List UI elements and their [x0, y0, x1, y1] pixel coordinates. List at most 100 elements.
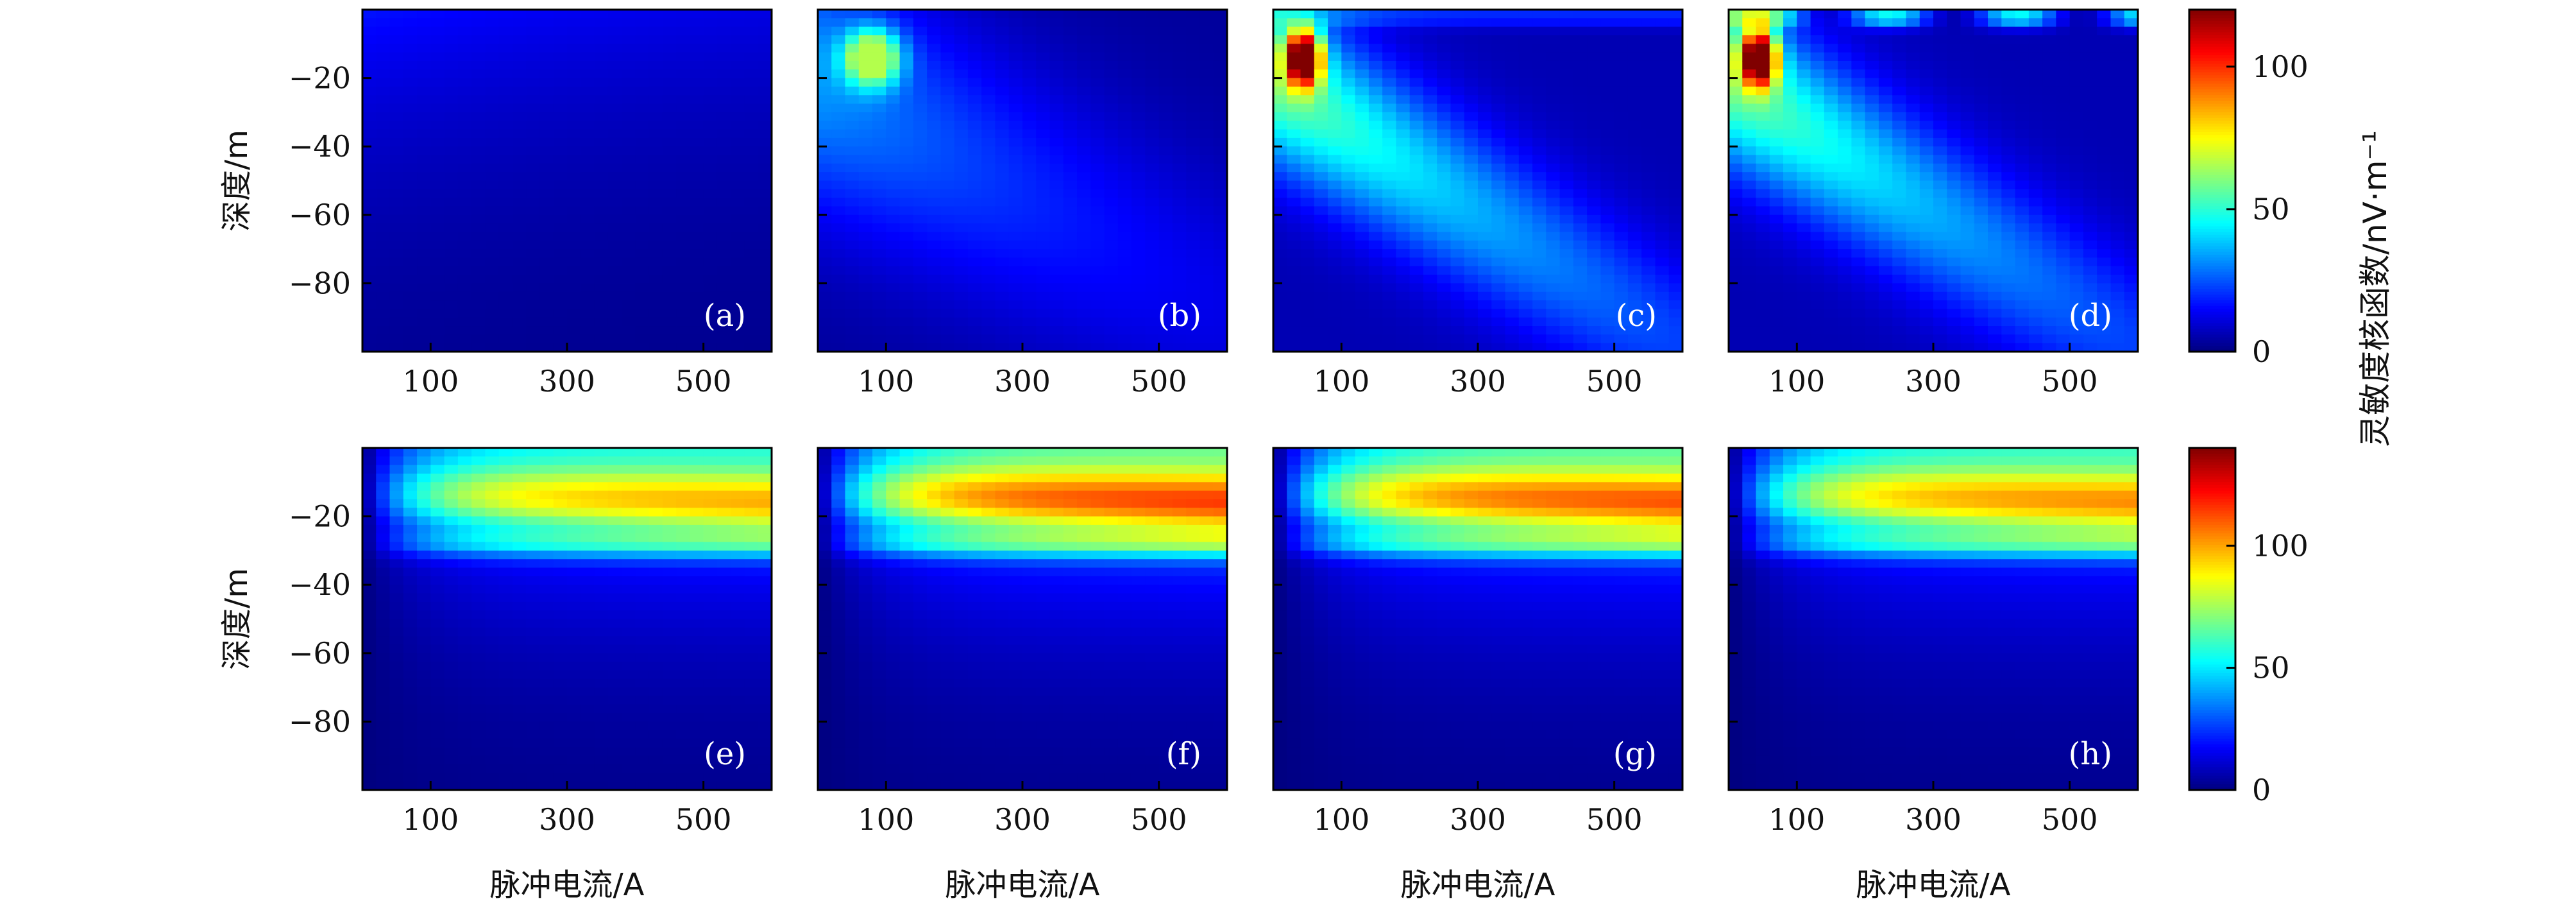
heatmap-cell	[1573, 112, 1588, 121]
heatmap-cell	[1546, 78, 1561, 87]
heatmap-cell	[1213, 249, 1228, 259]
heatmap-cell	[553, 95, 568, 105]
heatmap-cell	[1865, 95, 1879, 105]
heatmap-cell	[2124, 257, 2139, 267]
heatmap-cell	[858, 172, 873, 182]
heatmap-cell	[1355, 334, 1369, 344]
heatmap-cell	[927, 283, 941, 293]
heatmap-cell	[553, 223, 568, 233]
heatmap-cell	[954, 78, 969, 87]
heatmap-cell	[417, 448, 431, 457]
heatmap-cell	[1587, 223, 1601, 233]
heatmap-cell	[1587, 163, 1601, 173]
heatmap-cell	[858, 35, 873, 44]
heatmap-cell	[2015, 137, 2029, 147]
heatmap-cell	[927, 266, 941, 275]
heatmap-cell	[539, 103, 554, 113]
heatmap-cell	[1437, 309, 1452, 318]
heatmap-cell	[417, 559, 431, 569]
heatmap-cell	[954, 86, 969, 96]
heatmap-cell	[1783, 189, 1797, 198]
heatmap-cell	[1600, 95, 1615, 105]
heatmap-cell	[1851, 163, 1866, 173]
heatmap-cell	[1824, 180, 1838, 190]
heatmap-cell	[927, 44, 941, 53]
heatmap-cell	[1518, 257, 1533, 267]
heatmap-cell	[648, 129, 663, 139]
heatmap-cell	[1300, 121, 1315, 130]
heatmap-cell	[1587, 52, 1601, 62]
heatmap-cell	[1314, 206, 1328, 216]
heatmap-cell	[1131, 275, 1146, 284]
heatmap-cell	[1919, 155, 1934, 164]
heatmap-cell	[1131, 121, 1146, 130]
heatmap-cell	[1382, 69, 1396, 79]
heatmap-cell	[2028, 206, 2043, 216]
heatmap-cell	[498, 180, 513, 190]
heatmap-cell	[1049, 266, 1064, 275]
heatmap-cell	[1742, 206, 1757, 216]
heatmap-cell	[1824, 266, 1838, 275]
heatmap-cell	[471, 300, 486, 309]
heatmap-cell	[1063, 283, 1078, 293]
heatmap-cell	[362, 214, 377, 224]
heatmap-cell	[1559, 26, 1574, 36]
heatmap-cell	[1906, 26, 1920, 36]
heatmap-cell	[845, 214, 860, 224]
heatmap-cell	[1117, 129, 1132, 139]
heatmap-cell	[1287, 103, 1301, 113]
heatmap-cell	[1117, 35, 1132, 44]
heatmap-cell	[913, 214, 928, 224]
heatmap-cell	[899, 249, 914, 259]
heatmap-cell	[539, 95, 554, 105]
heatmap-cell	[1797, 10, 1811, 19]
heatmap-cell	[2124, 129, 2139, 139]
heatmap-cell	[1450, 172, 1465, 182]
heatmap-cell	[1824, 112, 1838, 121]
heatmap-cell	[1838, 291, 1852, 301]
heatmap-cell	[1273, 189, 1287, 198]
heatmap-cell	[995, 10, 1010, 19]
heatmap-cell	[1756, 240, 1770, 250]
heatmap-cell	[1186, 172, 1201, 182]
heatmap-cell	[2056, 52, 2071, 62]
heatmap-cell	[1641, 180, 1656, 190]
heatmap-cell	[1851, 334, 1866, 344]
heatmap-cell	[567, 180, 581, 190]
heatmap-cell	[899, 172, 914, 182]
heatmap-cell	[1008, 103, 1023, 113]
heatmap-cell	[362, 189, 377, 198]
heatmap-cell	[831, 317, 846, 327]
heatmap-cell	[2028, 180, 2043, 190]
heatmap-cell	[1641, 78, 1656, 87]
heatmap-cell	[1947, 300, 1962, 309]
heatmap-cell	[1641, 291, 1656, 301]
heatmap-cell	[403, 687, 418, 697]
heatmap-cell	[1368, 26, 1383, 36]
heatmap-cell	[553, 291, 568, 301]
heatmap-cell	[1213, 214, 1228, 224]
heatmap-cell	[403, 704, 418, 714]
heatmap-cell	[995, 95, 1010, 105]
heatmap-cell	[1627, 249, 1642, 259]
heatmap-cell	[967, 214, 982, 224]
heatmap-cell	[512, 309, 527, 318]
heatmap-cell	[1396, 163, 1411, 173]
heatmap-cell	[539, 334, 554, 344]
heatmap-cell	[1273, 121, 1287, 130]
heatmap-cell	[1919, 300, 1934, 309]
heatmap-cell	[1186, 18, 1201, 28]
heatmap-cell	[498, 266, 513, 275]
heatmap-cell	[1810, 35, 1825, 44]
heatmap-cell	[1396, 18, 1411, 28]
heatmap-cell	[2015, 155, 2029, 164]
heatmap-cell	[1783, 35, 1797, 44]
heatmap-cell	[1131, 198, 1146, 207]
heatmap-cell	[758, 275, 772, 284]
heatmap-cell	[1049, 35, 1064, 44]
heatmap-cell	[1287, 326, 1301, 335]
heatmap-cell	[995, 214, 1010, 224]
heatmap-cell	[2124, 309, 2139, 318]
heatmap-cell	[1355, 129, 1369, 139]
heatmap-cell	[1117, 326, 1132, 335]
